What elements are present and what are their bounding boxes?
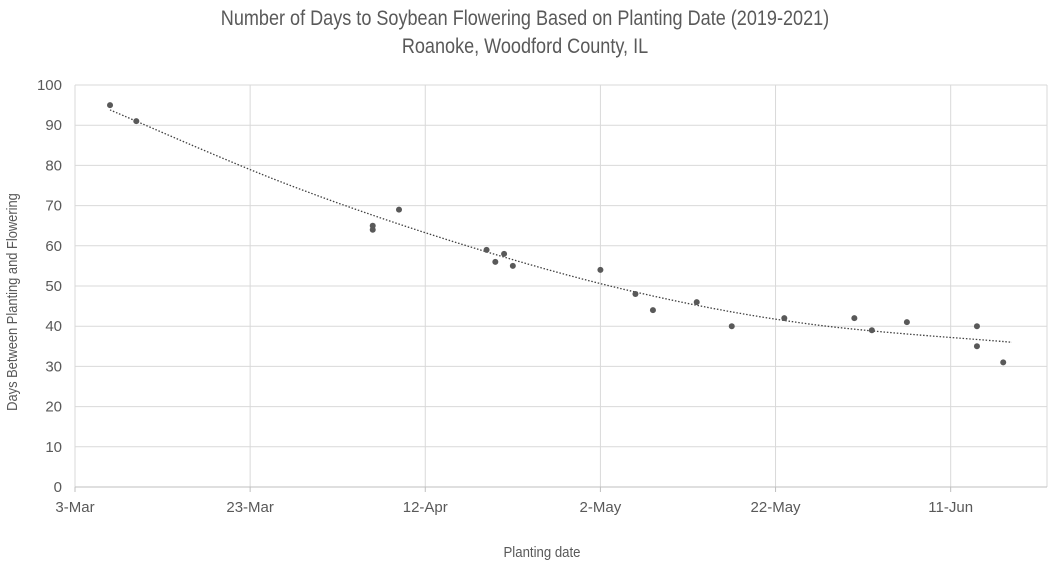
x-tick-label: 12-Apr [403, 499, 448, 516]
x-axis-label: Planting date [504, 543, 581, 560]
data-point [492, 258, 499, 265]
x-tick-label: 22-May [751, 499, 802, 516]
data-point [369, 226, 376, 233]
x-tick-label: 2-May [580, 499, 622, 516]
x-tick-label: 11-Jun [928, 499, 973, 516]
gridlines [74, 84, 1048, 487]
data-point [597, 266, 604, 273]
data-point [973, 343, 980, 350]
y-axis-label: Days Between Planting and Flowering [3, 193, 20, 411]
data-point [868, 327, 875, 334]
trendline [109, 109, 1013, 343]
data-point [632, 291, 639, 298]
y-tick-label: 100 [37, 77, 62, 94]
x-tick-label: 23-Mar [226, 499, 274, 516]
chart-subtitle: Roanoke, Woodford County, IL [401, 35, 649, 58]
data-point [851, 315, 858, 322]
data-point [649, 307, 656, 314]
tick-labels: 0 10 20 30 40 50 60 70 80 90 100 3-Mar 23-Mar 12-Apr 2… [37, 77, 973, 516]
y-tick-label: 0 [54, 479, 62, 496]
y-tick-label: 20 [45, 399, 62, 416]
data-point [903, 319, 910, 326]
chart-title: Number of Days to Soybean Flowering Base… [220, 7, 830, 30]
y-tick-label: 60 [45, 238, 62, 255]
data-points [107, 102, 1007, 366]
data-point [133, 118, 140, 125]
x-tick-label: 3-Mar [55, 499, 94, 516]
data-point [396, 206, 402, 213]
trendline-group [109, 109, 1013, 343]
y-tick-label: 70 [45, 198, 62, 215]
data-point [728, 323, 735, 330]
y-tick-label: 30 [45, 358, 62, 375]
data-point [501, 250, 508, 257]
y-tick-label: 50 [45, 278, 62, 295]
y-tick-label: 90 [45, 117, 62, 134]
y-tick-label: 10 [45, 439, 62, 456]
data-point [107, 102, 114, 109]
data-point [509, 262, 516, 269]
y-tick-label: 80 [45, 157, 62, 174]
data-point [693, 299, 700, 306]
data-point [483, 246, 490, 253]
data-point [1000, 359, 1007, 366]
axes [74, 486, 1047, 492]
data-point [781, 315, 788, 322]
y-tick-label: 40 [45, 318, 62, 335]
data-point [973, 323, 980, 330]
